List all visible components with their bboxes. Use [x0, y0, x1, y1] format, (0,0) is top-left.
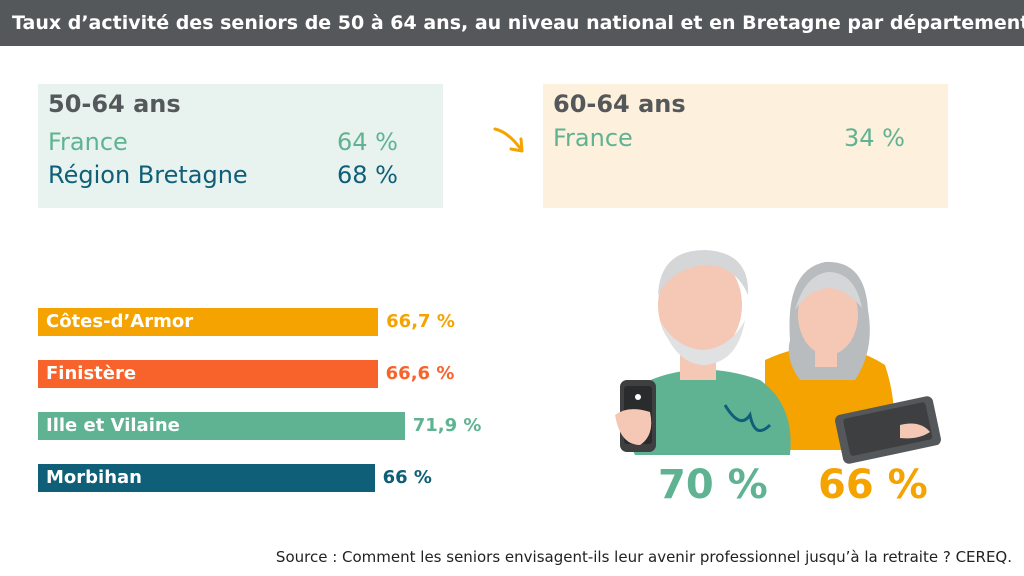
bar [38, 308, 379, 336]
bar-category-label: Morbihan [46, 467, 142, 488]
bretagne-label: Région Bretagne [48, 161, 248, 189]
bar-value-label: 66,7 % [386, 311, 455, 332]
bar-value-label: 66 % [382, 467, 432, 488]
france-value: 64 % [337, 128, 398, 156]
women-rate: 66 % [818, 462, 928, 508]
bar-value-label: 66,6 % [385, 363, 455, 384]
men-rate: 70 % [658, 462, 768, 508]
bar [38, 412, 405, 440]
woman-figure [765, 261, 941, 464]
bar-category-label: Finistère [46, 363, 137, 384]
panel-heading: 60-64 ans [553, 90, 686, 118]
bar-category-label: Côtes-d’Armor [46, 311, 194, 332]
page-title: Taux d’activité des seniors de 50 à 64 a… [0, 0, 1024, 46]
france-value: 34 % [844, 124, 905, 152]
bar [38, 464, 375, 492]
arrow-icon [493, 127, 524, 153]
seniors-illustration [615, 250, 941, 464]
department-bar-chart: Côtes-d’Armor 66,7 % Finistère 66,6 % Ille e… [0, 280, 520, 520]
panel-60-64: 60-64 ans France 34 % [543, 84, 948, 208]
france-label: France [553, 124, 633, 152]
panel-heading: 50-64 ans [48, 90, 181, 118]
source-note: Source : Comment les seniors envisagent-… [275, 548, 1012, 566]
man-figure [615, 250, 791, 455]
panel-50-64: 50-64 ans France 64 % Région Bretagne 68… [38, 84, 443, 208]
bar-category-label: Ille et Vilaine [46, 415, 180, 436]
bar [38, 360, 378, 388]
france-label: France [48, 128, 128, 156]
bar-value-label: 71,9 % [412, 415, 482, 436]
bretagne-value: 68 % [337, 161, 398, 189]
